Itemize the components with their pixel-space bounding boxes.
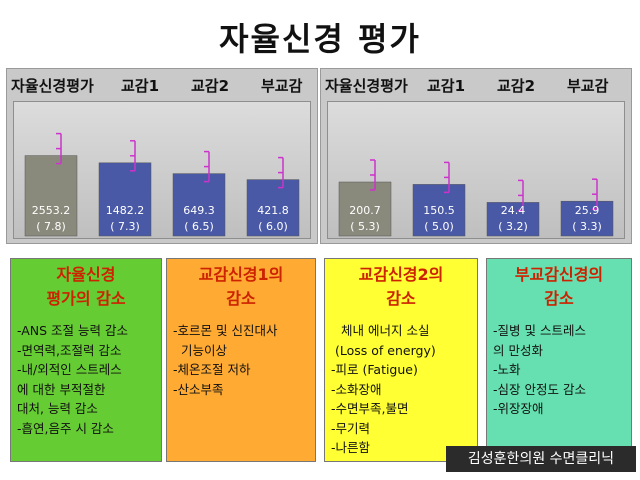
header-ans: 자율신경평가 bbox=[11, 77, 94, 95]
watermark: 김성훈한의원 수면클리닉 bbox=[446, 446, 636, 472]
box-title-line: 평가의 감소 bbox=[46, 289, 126, 308]
chart-panel-left: 자율신경평가 교감1 교감2 부교감 2553.2 ( 7.8) 1482.2 ( 7… bbox=[6, 68, 318, 244]
box-parasympathetic-decrease: 부교감신경의 감소 -질병 및 스트레스 의 만성화 -노화 -심장 안정도 감… bbox=[486, 258, 632, 462]
data-label: 421.8 bbox=[257, 204, 289, 217]
list-item: 기능이상 bbox=[181, 342, 228, 358]
header-ans: 자율신경평가 bbox=[325, 77, 408, 95]
chart-bar bbox=[24, 155, 78, 237]
box-title-line: 감소 bbox=[226, 289, 256, 308]
data-label: 649.3 bbox=[183, 204, 215, 217]
box-items: -질병 및 스트레스 의 만성화 -노화 -심장 안정도 감소 -위장장애 bbox=[493, 321, 627, 419]
bar-chart-right: 200.7 ( 5.3) 150.5 ( 5.0) 24.4 ( 3.2) 25.9 ( 3.… bbox=[327, 101, 625, 239]
header-parasympathetic: 부교감 bbox=[567, 77, 609, 95]
data-label: 24.4 bbox=[501, 204, 526, 217]
list-item: -흡연,음주 시 감소 bbox=[17, 420, 114, 436]
box-title: 교감신경1의 감소 bbox=[167, 259, 315, 313]
box-items: -ANS 조절 능력 감소 -면역력,조절력 감소 -내/외적인 스트레스 에 … bbox=[17, 321, 157, 438]
list-item: -노화 bbox=[493, 362, 521, 377]
page-title: 자율신경 평가 bbox=[219, 20, 421, 58]
header-sympathetic2: 교감2 bbox=[191, 77, 230, 95]
sub-label: ( 7.3) bbox=[110, 220, 140, 233]
data-label: 1482.2 bbox=[106, 204, 145, 217]
chart-panel-right: 자율신경평가 교감1 교감2 부교감 200.7 ( 5.3) 150.5 ( 5.0… bbox=[320, 68, 632, 244]
data-label: 200.7 bbox=[349, 204, 381, 217]
list-item: -면역력,조절력 감소 bbox=[17, 342, 122, 358]
list-item: 체내 에너지 소실 bbox=[341, 323, 430, 338]
list-item: -산소부족 bbox=[173, 381, 224, 397]
list-item: -내/외적인 스트레스 bbox=[17, 362, 122, 377]
chart-bar bbox=[560, 200, 614, 237]
list-item: -심장 안정도 감소 bbox=[493, 381, 586, 397]
chart-bar bbox=[486, 202, 540, 237]
box-title: 부교감신경의 감소 bbox=[487, 259, 631, 313]
box-title-line: 교감신경1의 bbox=[198, 265, 284, 284]
list-item: -피로 (Fatigue) bbox=[331, 362, 418, 377]
box-title-line: 감소 bbox=[544, 289, 574, 308]
list-item: 대처, 능력 감소 bbox=[17, 401, 98, 416]
box-title-line: 교감신경2의 bbox=[358, 265, 444, 284]
box-sympathetic1-decrease: 교감신경1의 감소 -호르몬 및 신진대사 기능이상 -체온조절 저하 -산소부… bbox=[166, 258, 316, 462]
list-item: -위장장애 bbox=[493, 401, 544, 416]
data-label: 2553.2 bbox=[32, 204, 71, 217]
chart-bar bbox=[98, 162, 152, 237]
sub-label: ( 6.0) bbox=[258, 220, 288, 233]
list-item: (Loss of energy) bbox=[335, 342, 436, 358]
list-item: -나른함 bbox=[331, 440, 371, 455]
list-item: -호르몬 및 신진대사 bbox=[173, 323, 278, 338]
list-item: -체온조절 저하 bbox=[173, 362, 251, 377]
header-sympathetic1: 교감1 bbox=[121, 77, 160, 95]
sub-label: ( 3.3) bbox=[572, 220, 602, 233]
box-title-line: 부교감신경의 bbox=[514, 265, 604, 284]
box-ans-decrease: 자율신경 평가의 감소 -ANS 조절 능력 감소 -면역력,조절력 감소 -내… bbox=[10, 258, 162, 462]
box-items: -호르몬 및 신진대사 기능이상 -체온조절 저하 -산소부족 bbox=[173, 321, 311, 399]
box-title-line: 감소 bbox=[386, 289, 416, 308]
list-item: -무기력 bbox=[331, 420, 371, 436]
chart-bar bbox=[246, 179, 300, 237]
sub-label: ( 5.3) bbox=[350, 220, 380, 233]
chart-bar bbox=[172, 173, 226, 237]
chart-bar bbox=[412, 184, 466, 237]
list-item: 에 대한 부적절한 bbox=[17, 381, 106, 397]
data-label: 150.5 bbox=[423, 204, 455, 217]
header-parasympathetic: 부교감 bbox=[261, 77, 303, 95]
box-items: 체내 에너지 소실 (Loss of energy) -피로 (Fatigue)… bbox=[331, 321, 473, 458]
box-title: 자율신경 평가의 감소 bbox=[11, 259, 161, 313]
sub-label: ( 5.0) bbox=[424, 220, 454, 233]
sub-label: ( 6.5) bbox=[184, 220, 214, 233]
chart-bar bbox=[338, 181, 392, 237]
list-item: -질병 및 스트레스 bbox=[493, 323, 586, 338]
data-label: 25.9 bbox=[575, 204, 600, 217]
sub-label: ( 7.8) bbox=[36, 220, 66, 233]
bar-chart-left: 2553.2 ( 7.8) 1482.2 ( 7.3) 649.3 ( 6.5) 421.8… bbox=[13, 101, 311, 239]
box-title-line: 자율신경 bbox=[56, 265, 116, 284]
sub-label: ( 3.2) bbox=[498, 220, 528, 233]
list-item: -소화장애 bbox=[331, 381, 382, 397]
box-sympathetic2-decrease: 교감신경2의 감소 체내 에너지 소실 (Loss of energy) -피로… bbox=[324, 258, 478, 462]
bar-chart-right-svg: 200.7 ( 5.3) 150.5 ( 5.0) 24.4 ( 3.2) 25.9 ( 3.… bbox=[338, 159, 614, 237]
box-title: 교감신경2의 감소 bbox=[325, 259, 477, 313]
header-sympathetic1: 교감1 bbox=[427, 77, 466, 95]
header-sympathetic2: 교감2 bbox=[497, 77, 536, 95]
list-item: -ANS 조절 능력 감소 bbox=[17, 323, 128, 338]
bar-chart-left-svg: 2553.2 ( 7.8) 1482.2 ( 7.3) 649.3 ( 6.5) 421.8… bbox=[24, 132, 300, 237]
list-item: -수면부족,불면 bbox=[331, 401, 409, 416]
list-item: 의 만성화 bbox=[493, 342, 543, 358]
